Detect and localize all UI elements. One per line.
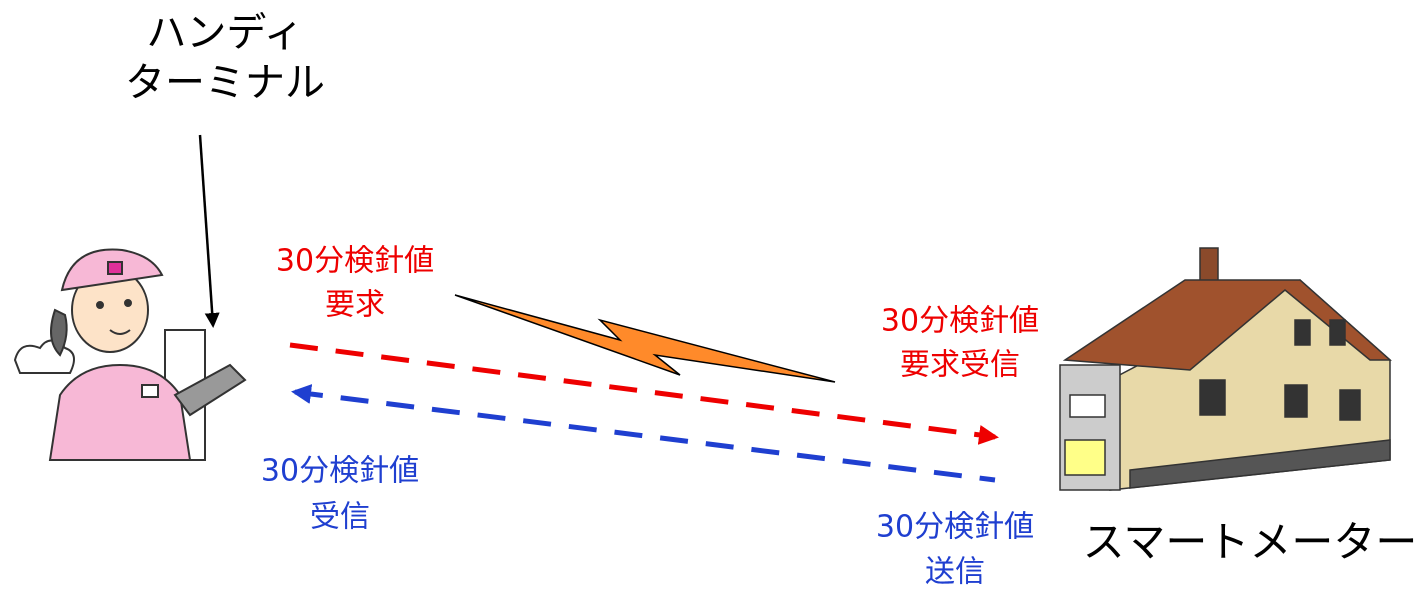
terminal-label: ハンディ bbox=[146, 10, 303, 56]
request-received-label: 要求受信 bbox=[900, 348, 1020, 383]
sent-label: 30分検針値 bbox=[876, 510, 1034, 545]
request-label: 30分検針値 bbox=[276, 244, 434, 279]
lightning bbox=[454, 294, 836, 383]
request-arrow bbox=[289, 342, 999, 445]
pointer-arrow bbox=[198, 134, 220, 328]
request-received-label: 30分検針値 bbox=[881, 304, 1039, 339]
received-label: 30分検針値 bbox=[261, 454, 419, 489]
received-label: 受信 bbox=[310, 500, 370, 535]
smart-meter-label: スマートメーター bbox=[1083, 518, 1418, 567]
request-label: 要求 bbox=[325, 288, 385, 323]
person-icon bbox=[13, 248, 247, 461]
response-arrow bbox=[291, 384, 996, 483]
house-icon bbox=[1059, 247, 1392, 491]
terminal-label: ターミナル bbox=[125, 60, 325, 106]
sent-label: 送信 bbox=[925, 555, 985, 590]
